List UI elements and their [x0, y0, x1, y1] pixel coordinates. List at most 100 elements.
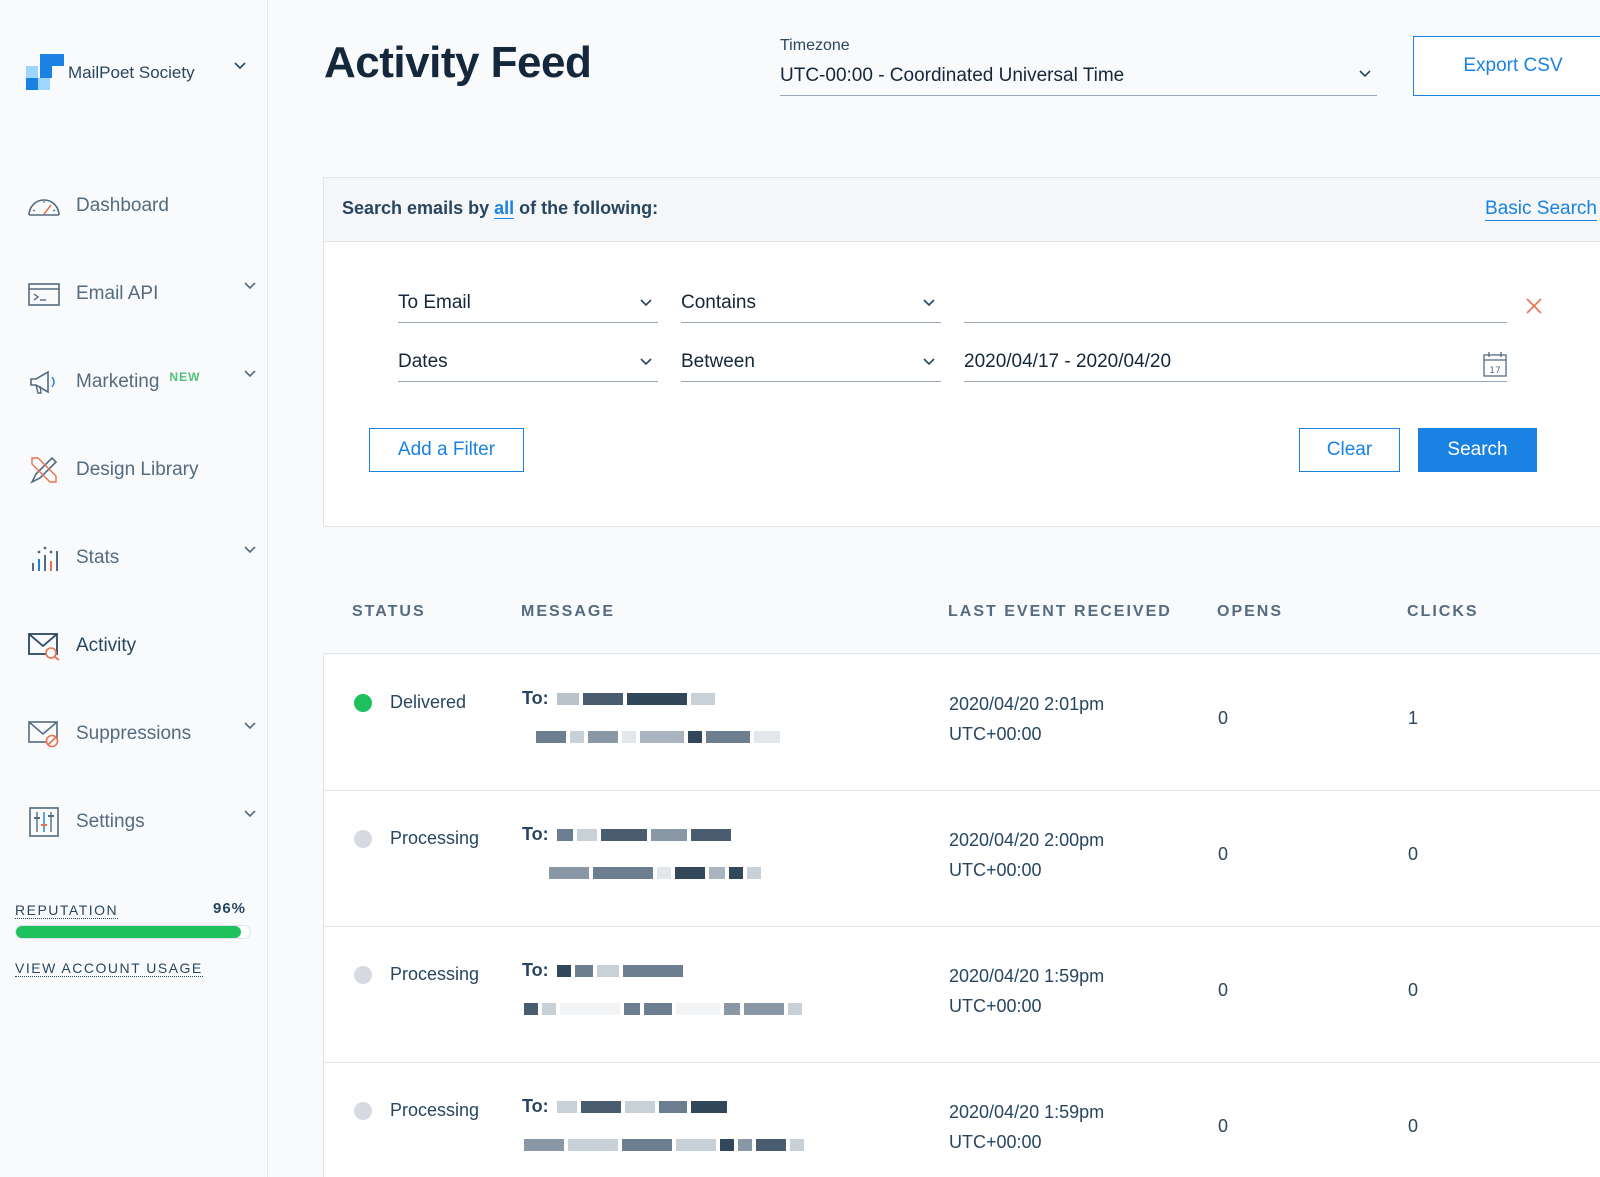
- date-range-value: 2020/04/17 - 2020/04/20: [964, 351, 1172, 372]
- redacted-recipient: [557, 965, 683, 977]
- event-timezone: UTC+00:00: [949, 860, 1042, 880]
- activity-envelope-icon: [26, 628, 62, 664]
- event-date: 2020/04/20 1:59pm: [949, 966, 1105, 986]
- redacted-subject: [536, 731, 780, 743]
- nav-item-stats[interactable]: Stats: [26, 538, 256, 578]
- table-row[interactable]: Processing To: 2020/04/20 1:59pm UTC+00:…: [323, 927, 1600, 1063]
- clear-button[interactable]: Clear: [1299, 428, 1400, 472]
- chevron-down-icon: [923, 358, 935, 366]
- filter-value-field[interactable]: [964, 287, 1507, 323]
- event-timezone: UTC+00:00: [949, 724, 1042, 744]
- export-csv-button[interactable]: Export CSV: [1413, 36, 1600, 96]
- new-badge: NEW: [169, 370, 201, 384]
- to-email-input[interactable]: [964, 292, 1507, 314]
- column-header-message[interactable]: MESSAGE: [521, 603, 616, 620]
- status-text: Processing: [390, 828, 480, 848]
- nav-item-settings[interactable]: Settings: [26, 802, 256, 842]
- status-dot: [354, 966, 372, 984]
- chevron-down-icon: [640, 299, 652, 307]
- design-tools-icon: [26, 452, 62, 488]
- redacted-recipient: [557, 693, 715, 705]
- redacted-recipient: [557, 1101, 727, 1113]
- reputation-label: REPUTATION: [15, 902, 119, 919]
- settings-sliders-icon: [26, 804, 62, 840]
- basic-search-link[interactable]: Basic Search: [1485, 198, 1597, 221]
- dashboard-gauge-icon: [26, 188, 62, 224]
- timezone-label: Timezone: [780, 37, 850, 54]
- chevron-down-icon: [244, 546, 256, 554]
- message-to-label: To:: [522, 960, 549, 980]
- filter-operator-select[interactable]: Between: [681, 346, 941, 382]
- main-content: Activity Feed Timezone UTC-00:00 - Coord…: [269, 0, 1600, 1177]
- redacted-subject: [524, 1139, 804, 1151]
- search-heading-prefix: Search emails by: [342, 198, 490, 218]
- chevron-down-icon: [244, 810, 256, 818]
- search-button[interactable]: Search: [1418, 428, 1537, 472]
- table-row[interactable]: Processing To: 2020/04/20 2:00pm UTC+00:…: [323, 791, 1600, 927]
- column-header-clicks[interactable]: CLICKS: [1407, 603, 1479, 620]
- nav-item-design-library[interactable]: Design Library: [26, 450, 256, 490]
- redacted-subject: [524, 1003, 802, 1015]
- brand-logo: [26, 54, 64, 92]
- table-row[interactable]: Processing To: 2020/04/20 1:59pm UTC+00:…: [323, 1063, 1600, 1177]
- reputation-bar-fill: [16, 926, 241, 938]
- nav-item-email-api[interactable]: Email API: [26, 274, 256, 314]
- page-title: Activity Feed: [324, 38, 592, 87]
- calendar-icon[interactable]: 17: [1483, 351, 1507, 377]
- opens-count: 0: [1218, 1116, 1229, 1136]
- redacted-recipient: [557, 829, 731, 841]
- filter-field-select[interactable]: Dates: [398, 346, 658, 382]
- message-to-label: To:: [522, 688, 549, 708]
- nav-label: Stats: [76, 547, 120, 568]
- search-heading-suffix: of the following:: [519, 198, 659, 218]
- column-header-status[interactable]: STATUS: [352, 603, 426, 620]
- advanced-search-panel: Search emails by all of the following: B…: [323, 177, 1600, 527]
- svg-text:17: 17: [1489, 366, 1500, 376]
- event-timezone: UTC+00:00: [949, 1132, 1042, 1152]
- terminal-icon: [26, 276, 62, 312]
- event-date: 2020/04/20 1:59pm: [949, 1102, 1105, 1122]
- filter-field-value: To Email: [398, 292, 471, 313]
- message-to-label: To:: [522, 1096, 549, 1116]
- event-date: 2020/04/20 2:00pm: [949, 830, 1105, 850]
- table-row[interactable]: Delivered To: 2020/04/20 2:01pm UTC+00:0…: [323, 655, 1600, 791]
- column-header-last-event[interactable]: LAST EVENT RECEIVED: [948, 603, 1172, 620]
- status-text: Processing: [390, 964, 480, 984]
- nav-item-marketing[interactable]: Marketing NEW: [26, 362, 256, 402]
- clicks-count: 1: [1408, 708, 1419, 728]
- clicks-count: 0: [1408, 844, 1419, 864]
- message-to-label: To:: [522, 824, 549, 844]
- status-dot: [354, 1102, 372, 1120]
- nav-label: Dashboard: [76, 195, 169, 216]
- search-heading: Search emails by all of the following:: [342, 198, 658, 219]
- nav-label: Design Library: [76, 459, 199, 480]
- timezone-select[interactable]: UTC-00:00 - Coordinated Universal Time: [780, 62, 1377, 96]
- status-text: Processing: [390, 1100, 480, 1120]
- filter-operator-value: Between: [681, 351, 755, 372]
- remove-filter-icon[interactable]: [1526, 298, 1542, 314]
- opens-count: 0: [1218, 980, 1229, 1000]
- nav-item-suppressions[interactable]: Suppressions: [26, 714, 256, 754]
- chevron-down-icon: [244, 282, 256, 290]
- table-header: STATUS MESSAGE LAST EVENT RECEIVED OPENS…: [323, 583, 1600, 654]
- sidebar: MailPoet Society Dashboard Email API Mar…: [0, 0, 268, 1177]
- megaphone-icon: [26, 364, 62, 400]
- nav-label: Suppressions: [76, 723, 192, 744]
- filter-operator-select[interactable]: Contains: [681, 287, 941, 323]
- reputation-value: 96%: [213, 900, 247, 917]
- match-mode-link[interactable]: all: [494, 198, 515, 219]
- nav-label: Email API: [76, 283, 159, 304]
- account-switcher[interactable]: MailPoet Society: [26, 54, 246, 92]
- chevron-down-icon: [923, 299, 935, 307]
- view-account-usage-link[interactable]: VIEW ACCOUNT USAGE: [15, 960, 203, 977]
- add-filter-button[interactable]: Add a Filter: [369, 428, 524, 472]
- event-date: 2020/04/20 2:01pm: [949, 694, 1105, 714]
- status-dot: [354, 694, 372, 712]
- filter-field-select[interactable]: To Email: [398, 287, 658, 323]
- filter-field-value: Dates: [398, 351, 448, 372]
- column-header-opens[interactable]: OPENS: [1217, 603, 1284, 620]
- reputation-bar: [15, 925, 251, 939]
- date-range-field[interactable]: 2020/04/17 - 2020/04/20: [964, 346, 1507, 382]
- nav-item-dashboard[interactable]: Dashboard: [26, 186, 256, 226]
- nav-item-activity[interactable]: Activity: [26, 626, 256, 666]
